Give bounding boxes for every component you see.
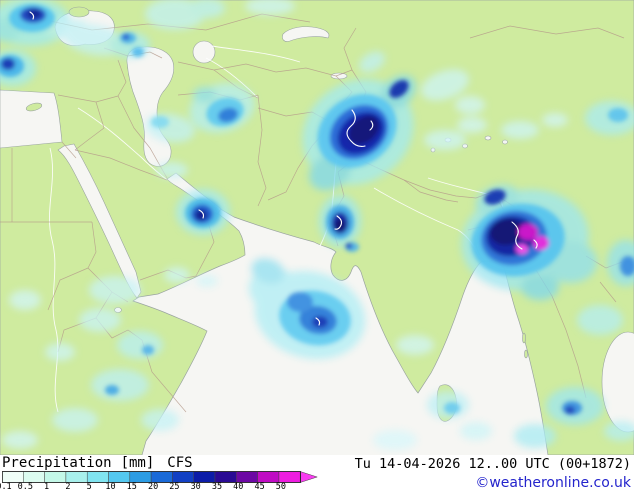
legend-tick-label: 15 [126, 482, 137, 490]
amu-darya-river [205, 57, 259, 99]
precipitation-map [0, 0, 634, 455]
mediterranean-sea [0, 89, 63, 149]
legend-footer: Precipitation[mm]CFS 0.10.51251015202530… [0, 455, 634, 490]
model-label: CFS [167, 455, 193, 471]
nile-river [49, 147, 59, 413]
legend-tick-label: 2 [65, 482, 71, 490]
footer-right: Tu 14-04-2026 12..00 UTC (00+1872) ©weat… [355, 456, 631, 490]
legend-color-bar [2, 471, 319, 483]
tibet-lake [502, 139, 508, 145]
legend-tick-label: 5 [86, 482, 92, 490]
tibet-lake [484, 135, 492, 141]
precipitation-contour-lines [29, 11, 538, 326]
legend-tick-label: 20 [147, 482, 159, 490]
timestamp: Tu 14-04-2026 12..00 UTC (00+1872) [354, 456, 631, 472]
syr-darya-river [211, 45, 301, 63]
legend-tick-label: 30 [190, 482, 201, 490]
legend-tick-label: 50 [275, 482, 287, 490]
legend-tick-label: 10 [105, 482, 116, 490]
copyright-link[interactable]: ©weatheronline.co.uk [475, 475, 631, 490]
cyprus [25, 102, 43, 112]
legend-tick-label: 0.1 [0, 482, 12, 490]
andaman-island [522, 332, 526, 344]
lake-balkhash [282, 26, 330, 42]
crimea [68, 6, 90, 18]
legend-tick-label: 25 [169, 482, 180, 490]
tibet-lake [462, 143, 468, 149]
precipitation-light-areas [0, 0, 634, 450]
aral-sea [192, 40, 216, 64]
legend-title-row: Precipitation [mm] CFS [2, 455, 193, 471]
legend-unit: [mm] [120, 455, 155, 471]
legend-tick-label: 45 [254, 482, 265, 490]
legend-tick-label: 0.5 [17, 482, 33, 490]
legend-tick-label: 1 [44, 482, 50, 490]
legend-title: Precipitation [2, 455, 112, 471]
lake-issyk-kul [330, 72, 348, 80]
legend-tick-label: 40 [233, 482, 244, 490]
andaman-island [524, 349, 528, 359]
lake-tana [114, 307, 122, 313]
legend-tick-label: 35 [211, 482, 223, 490]
